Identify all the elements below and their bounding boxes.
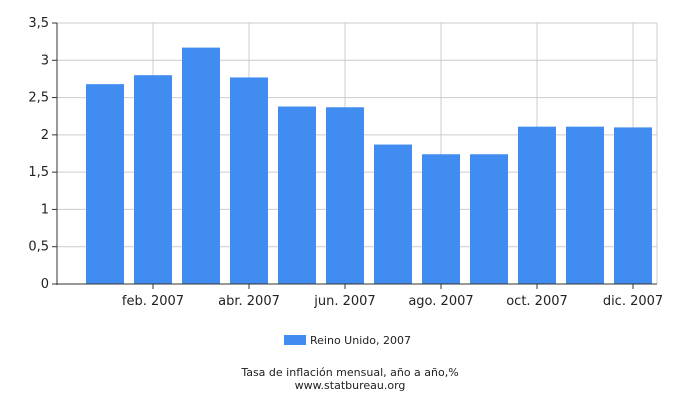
bar [326, 107, 364, 284]
bar [422, 154, 460, 284]
y-tick-label: 1 [41, 202, 49, 217]
bar [86, 84, 124, 284]
x-tick-label: oct. 2007 [506, 294, 568, 309]
bar [278, 106, 316, 285]
x-tick-label: jun. 2007 [313, 294, 375, 309]
legend: Reino Unido, 2007 [284, 334, 411, 347]
chart-subtitle: Tasa de inflación mensual, año a año,% [240, 366, 458, 379]
source-url: www.statbureau.org [295, 379, 406, 392]
bar [230, 77, 268, 285]
x-tick-label: abr. 2007 [218, 294, 280, 309]
x-axis-ticks: feb. 2007 abr. 2007 jun. 2007 ago. 2007 oct.… [122, 284, 663, 309]
y-tick-label: 0 [41, 277, 49, 292]
bar [182, 47, 220, 285]
y-tick-label: 2,5 [28, 91, 49, 106]
y-tick-label: 3,5 [28, 16, 49, 31]
bar [134, 75, 172, 284]
legend-label: Reino Unido, 2007 [310, 334, 411, 347]
chart-bars [86, 47, 652, 285]
y-tick-label: 2 [41, 128, 49, 143]
x-tick-label: dic. 2007 [603, 294, 663, 309]
bar [614, 127, 652, 285]
x-tick-label: ago. 2007 [408, 294, 473, 309]
bar [566, 126, 604, 284]
legend-swatch [284, 335, 306, 345]
bar [374, 144, 412, 284]
x-tick-label: feb. 2007 [122, 294, 184, 309]
y-axis-ticks: 0 0,5 1 1,5 2 2,5 3 3,5 [28, 16, 57, 292]
y-tick-label: 0,5 [28, 240, 49, 255]
y-tick-label: 1,5 [28, 165, 49, 180]
y-tick-label: 3 [41, 53, 49, 68]
bar [518, 126, 556, 284]
bar [470, 154, 508, 284]
